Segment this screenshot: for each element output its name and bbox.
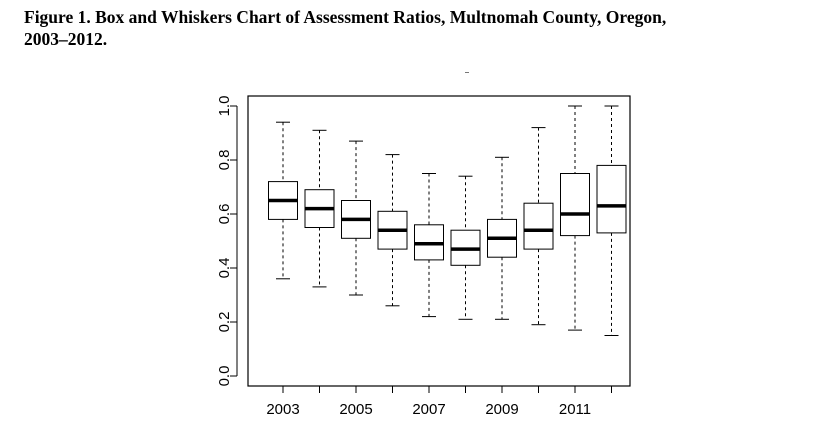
y-tick-label: 0.8 [216,150,233,171]
y-tick-label: 1.0 [216,96,233,117]
box-2011 [560,173,590,237]
y-tick-label: 0.0 [216,366,233,387]
box-2012 [596,164,627,234]
x-tick-label: 2009 [485,401,518,418]
figure-title: Figure 1. Box and Whiskers Chart of Asse… [24,6,804,50]
x-tick-label: 2003 [266,401,299,418]
y-tick-label: 0.2 [216,312,233,333]
figure-title-line-1: Figure 1. Box and Whiskers Chart of Asse… [24,7,667,27]
y-tick-label: 0.4 [216,258,233,279]
y-tick-label: 0.6 [216,204,233,225]
figure-title-line-2: 2003–2012. [24,29,108,49]
stray-mark [465,72,469,73]
x-tick-label: 2005 [339,401,372,418]
box-2010 [523,202,554,250]
x-tick-label: 2011 [559,401,591,418]
x-tick-label: 2007 [412,401,445,418]
